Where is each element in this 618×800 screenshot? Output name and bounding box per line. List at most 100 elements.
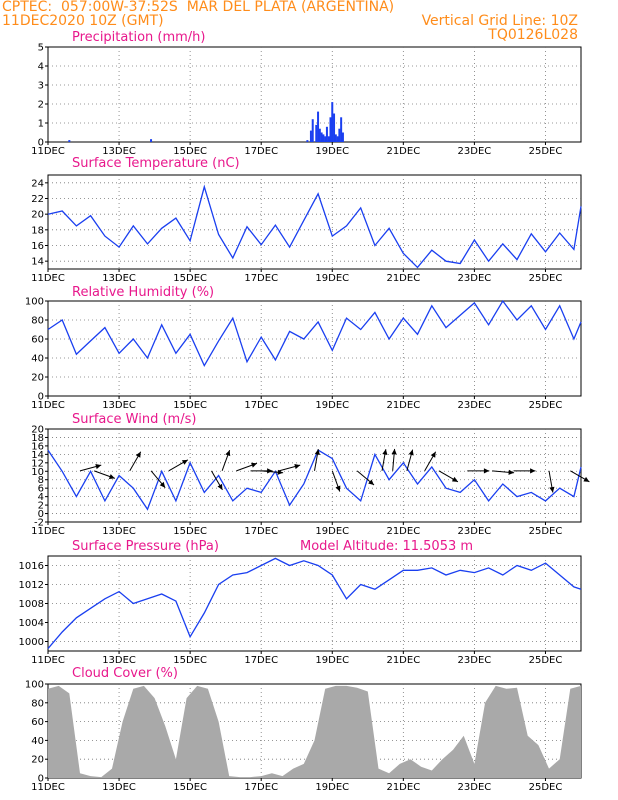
y-tick-label: 22	[31, 194, 44, 205]
wind-arrow-head	[181, 459, 188, 465]
y-tick-label: 1016	[19, 561, 44, 572]
wind-arrow-head	[294, 464, 301, 470]
wind-arrow-head	[108, 474, 115, 479]
y-tick-label: 60	[31, 717, 44, 728]
x-tick-label: 25DEC	[529, 655, 563, 666]
y-tick-label: 0	[38, 138, 44, 149]
panel-title: Surface Temperature (nC)	[72, 156, 240, 171]
wind-arrow-head	[382, 449, 388, 455]
precip-bar	[68, 140, 71, 142]
x-tick-label: 19DEC	[315, 400, 349, 411]
x-tick-label: 21DEC	[386, 400, 420, 411]
y-tick-label: 20	[31, 425, 44, 436]
precip-bar	[311, 119, 314, 142]
y-tick-label: 0	[38, 509, 44, 520]
header-run-id: TQ0126L028	[488, 27, 578, 43]
wind-arrow-head	[483, 468, 490, 474]
x-tick-label: 21DEC	[386, 782, 420, 793]
x-tick-label: 23DEC	[458, 273, 492, 284]
panel-frame	[47, 174, 582, 270]
y-tick-label: 1008	[19, 599, 44, 610]
wind-arrow-head	[408, 449, 414, 456]
precip-bar	[331, 102, 334, 142]
y-tick-label: 20	[31, 373, 44, 384]
x-tick-label: 25DEC	[529, 782, 563, 793]
precip-bar	[334, 134, 337, 142]
y-tick-label: 0	[38, 392, 44, 403]
y-tick-label: 60	[31, 335, 44, 346]
precip-bar	[318, 128, 321, 142]
y-tick-label: 1000	[19, 637, 44, 648]
header-date-line: 11DEC2020 10Z (GMT)	[2, 13, 164, 29]
x-tick-label: 15DEC	[173, 273, 207, 284]
y-tick-label: 1004	[19, 618, 44, 629]
wind-arrow-head	[159, 481, 166, 488]
panel-frame	[47, 555, 582, 652]
panel-title: Cloud Cover (%)	[72, 666, 178, 681]
x-tick-label: 19DEC	[315, 273, 349, 284]
x-tick-label: 15DEC	[173, 400, 207, 411]
precip-bar	[324, 136, 327, 142]
x-tick-label: 15DEC	[173, 146, 207, 157]
wind-arrow-head	[225, 450, 231, 457]
x-tick-label: 15DEC	[173, 655, 207, 666]
series-line	[47, 557, 582, 650]
x-tick-label: 19DEC	[315, 655, 349, 666]
x-tick-label: 11DEC	[31, 655, 65, 666]
wind-arrow-head	[217, 483, 223, 490]
x-tick-label: 25DEC	[529, 273, 563, 284]
precip-bar	[309, 130, 312, 142]
x-tick-label: 19DEC	[315, 526, 349, 537]
precip-bar	[327, 136, 330, 142]
y-tick-label: 10	[31, 467, 44, 478]
wind-arrow-head	[451, 476, 458, 482]
wind-arrow-head	[583, 476, 590, 482]
y-tick-label: 3	[38, 81, 44, 92]
x-tick-label: 17DEC	[244, 146, 278, 157]
precip-bar	[320, 132, 323, 142]
x-tick-label: 23DEC	[458, 526, 492, 537]
y-tick-label: 14	[31, 257, 44, 268]
x-tick-label: 21DEC	[386, 146, 420, 157]
x-tick-label: 17DEC	[244, 400, 278, 411]
y-tick-label: 40	[31, 736, 44, 747]
precip-bar	[306, 140, 309, 142]
header-vertical-grid: Vertical Grid Line: 10Z	[421, 13, 578, 29]
precip-bar	[333, 113, 336, 142]
x-tick-label: 23DEC	[458, 655, 492, 666]
panel-frame	[47, 46, 582, 143]
cloud-area	[48, 685, 581, 778]
panel-title: Surface Wind (m/s)	[72, 412, 196, 427]
wind-arrow-head	[368, 479, 374, 485]
y-tick-label: 16	[31, 241, 44, 252]
x-tick-label: 11DEC	[31, 526, 65, 537]
precip-bar	[340, 117, 343, 142]
x-tick-label: 23DEC	[458, 146, 492, 157]
y-tick-label: 100	[25, 680, 44, 691]
y-tick-label: 18	[31, 433, 44, 444]
x-tick-label: 11DEC	[31, 400, 65, 411]
y-tick-label: 14	[31, 450, 44, 461]
series-line	[47, 449, 582, 511]
x-tick-label: 17DEC	[244, 526, 278, 537]
x-tick-label: 19DEC	[315, 146, 349, 157]
series-line	[47, 184, 582, 269]
y-tick-label: 100	[25, 297, 44, 308]
y-tick-label: 20	[31, 755, 44, 766]
precip-bar	[341, 132, 344, 142]
precip-bar	[317, 111, 320, 142]
y-tick-label: 0	[38, 774, 44, 785]
wind-arrow-head	[95, 464, 102, 470]
x-tick-label: 17DEC	[244, 782, 278, 793]
panel-title: Surface Pressure (hPa)	[72, 539, 219, 554]
x-tick-label: 21DEC	[386, 273, 420, 284]
panel-title: Relative Humidity (%)	[72, 285, 214, 300]
y-tick-label: 12	[31, 458, 44, 469]
precip-bar	[338, 128, 341, 142]
precip-bar	[325, 126, 328, 142]
panel-title: Precipitation (mm/h)	[72, 30, 205, 45]
wind-arrow-head	[135, 451, 141, 458]
precip-bar	[315, 124, 318, 142]
x-tick-label: 23DEC	[458, 400, 492, 411]
